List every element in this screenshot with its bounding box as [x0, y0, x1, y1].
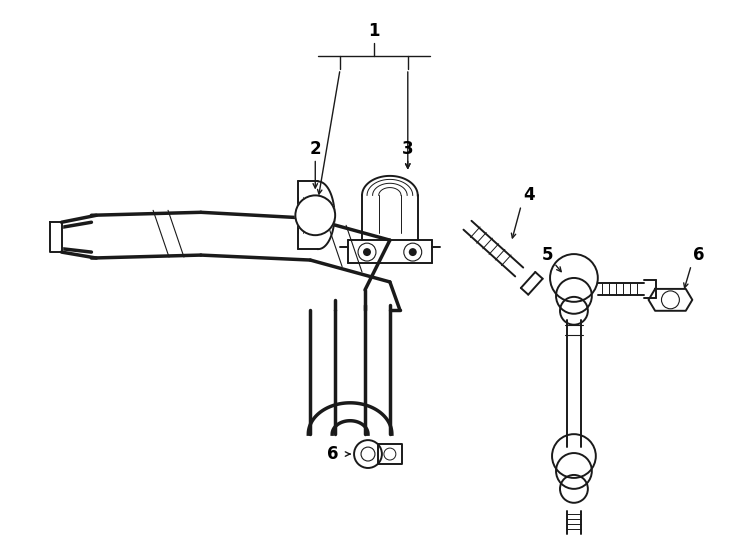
- Circle shape: [409, 248, 417, 256]
- Circle shape: [363, 248, 371, 256]
- Text: 6: 6: [693, 246, 704, 264]
- Text: 4: 4: [523, 186, 535, 204]
- Text: 3: 3: [402, 140, 413, 158]
- Text: 6: 6: [327, 445, 339, 463]
- Text: 5: 5: [541, 246, 553, 264]
- Polygon shape: [50, 222, 62, 252]
- Text: 1: 1: [368, 22, 379, 40]
- Circle shape: [295, 195, 335, 235]
- Text: 2: 2: [310, 140, 321, 158]
